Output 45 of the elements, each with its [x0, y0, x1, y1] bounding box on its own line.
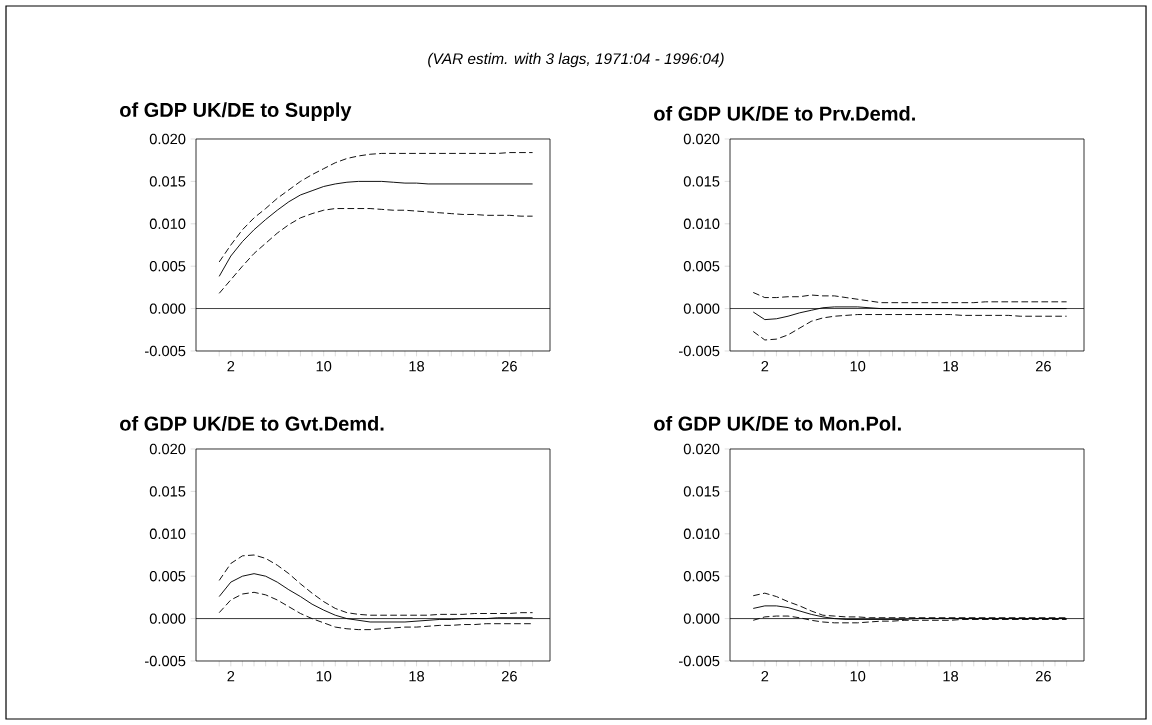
y-tick-label: -0.005 [679, 345, 720, 357]
y-tick-label: 0.000 [683, 613, 720, 624]
x-tick-label: 2 [227, 671, 235, 682]
y-tick-label: 0.000 [149, 303, 186, 314]
y-tick-label: 0.020 [683, 133, 720, 145]
x-tick-label: 18 [409, 361, 425, 372]
y-tick-label: 0.015 [683, 176, 720, 187]
x-tick-label: 2 [761, 671, 769, 682]
y-tick-label: -0.005 [145, 655, 186, 667]
y-tick-label: 0.010 [149, 218, 186, 229]
x-tick-label: 10 [316, 361, 332, 372]
x-tick-label: 18 [943, 361, 959, 372]
x-tick-label: 26 [1035, 361, 1051, 372]
y-tick-label: 0.020 [149, 443, 186, 455]
x-tick-label: 26 [501, 671, 517, 682]
y-tick-label: 0.005 [149, 571, 186, 582]
y-tick-label: -0.005 [679, 655, 720, 667]
y-tick-label: 0.000 [149, 613, 186, 624]
x-tick-label: 18 [943, 671, 959, 682]
x-tick-label: 2 [761, 361, 769, 372]
x-tick-label: 10 [850, 671, 866, 682]
x-tick-label: 2 [227, 361, 235, 372]
chart-title: of GDP UK/DE to Prv.Demd. [654, 106, 915, 121]
y-tick-label: 0.020 [149, 133, 186, 145]
x-tick-label: 10 [850, 361, 866, 372]
x-tick-label: 10 [316, 671, 332, 682]
chart-subtitle: (VAR estim. with 3 lags, 1971:04 - 1996:04) [428, 52, 724, 68]
y-tick-label: -0.005 [145, 345, 186, 357]
chart-title: of GDP UK/DE to Supply [120, 102, 352, 121]
y-tick-label: 0.010 [683, 218, 720, 229]
x-tick-label: 18 [409, 671, 425, 682]
y-tick-label: 0.015 [149, 176, 186, 187]
y-tick-label: 0.005 [683, 571, 720, 582]
chart-title: of GDP UK/DE to Gvt.Demd. [120, 416, 384, 431]
x-tick-label: 26 [1035, 671, 1051, 682]
chart-title: of GDP UK/DE to Mon.Pol. [654, 416, 901, 431]
y-tick-label: 0.020 [683, 443, 720, 455]
y-tick-label: 0.015 [683, 486, 720, 497]
y-tick-label: 0.010 [683, 528, 720, 539]
x-tick-label: 26 [501, 361, 517, 372]
y-tick-label: 0.000 [683, 303, 720, 314]
y-tick-label: 0.015 [149, 486, 186, 497]
y-tick-label: 0.005 [683, 261, 720, 272]
y-tick-label: 0.005 [149, 261, 186, 272]
y-tick-label: 0.010 [149, 528, 186, 539]
